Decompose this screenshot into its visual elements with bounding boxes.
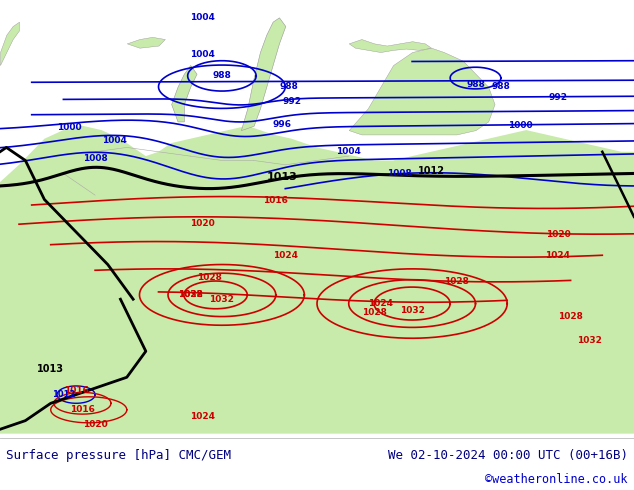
Text: 1013: 1013 xyxy=(267,172,297,182)
Text: 1032: 1032 xyxy=(577,336,602,345)
Text: 1020: 1020 xyxy=(190,219,216,228)
Text: 1028: 1028 xyxy=(178,291,203,299)
Text: ©weatheronline.co.uk: ©weatheronline.co.uk xyxy=(485,473,628,487)
Text: 988: 988 xyxy=(491,82,510,91)
Text: 1028: 1028 xyxy=(197,273,222,282)
Text: We 02-10-2024 00:00 UTC (00+16B): We 02-10-2024 00:00 UTC (00+16B) xyxy=(387,448,628,462)
Text: 1000: 1000 xyxy=(58,123,82,132)
Text: 988: 988 xyxy=(466,80,485,89)
Text: 1016: 1016 xyxy=(70,405,95,415)
Text: 1008: 1008 xyxy=(387,169,412,178)
Text: 1004: 1004 xyxy=(190,13,216,22)
Text: 1020: 1020 xyxy=(82,420,108,429)
Text: 1004: 1004 xyxy=(190,49,216,59)
Text: 988: 988 xyxy=(279,82,298,91)
Text: 1028: 1028 xyxy=(558,312,583,321)
Text: 1004: 1004 xyxy=(101,136,127,146)
Text: 1012: 1012 xyxy=(418,166,444,176)
Text: 1032: 1032 xyxy=(209,294,235,304)
Text: 1024: 1024 xyxy=(368,299,393,308)
Text: 1013: 1013 xyxy=(37,364,64,373)
Text: Surface pressure [hPa] CMC/GEM: Surface pressure [hPa] CMC/GEM xyxy=(6,448,231,462)
Text: 1024: 1024 xyxy=(190,412,216,421)
Text: 1016: 1016 xyxy=(263,196,288,205)
Text: 1024: 1024 xyxy=(545,251,571,260)
Text: 992: 992 xyxy=(548,93,567,102)
Text: 1008: 1008 xyxy=(82,154,108,163)
Text: 1028: 1028 xyxy=(444,277,469,286)
Text: 1032: 1032 xyxy=(399,306,425,315)
Text: 1024: 1024 xyxy=(273,251,298,260)
Text: 988: 988 xyxy=(212,72,231,80)
Text: 1020: 1020 xyxy=(545,230,571,239)
Text: 1028: 1028 xyxy=(361,308,387,317)
Text: 1012: 1012 xyxy=(52,390,75,399)
Text: 992: 992 xyxy=(282,98,301,106)
Text: 996: 996 xyxy=(273,121,292,129)
Text: 1032: 1032 xyxy=(178,291,203,299)
Text: 1000: 1000 xyxy=(508,121,532,130)
Text: 1004: 1004 xyxy=(336,147,361,156)
Text: 1016: 1016 xyxy=(63,386,89,395)
